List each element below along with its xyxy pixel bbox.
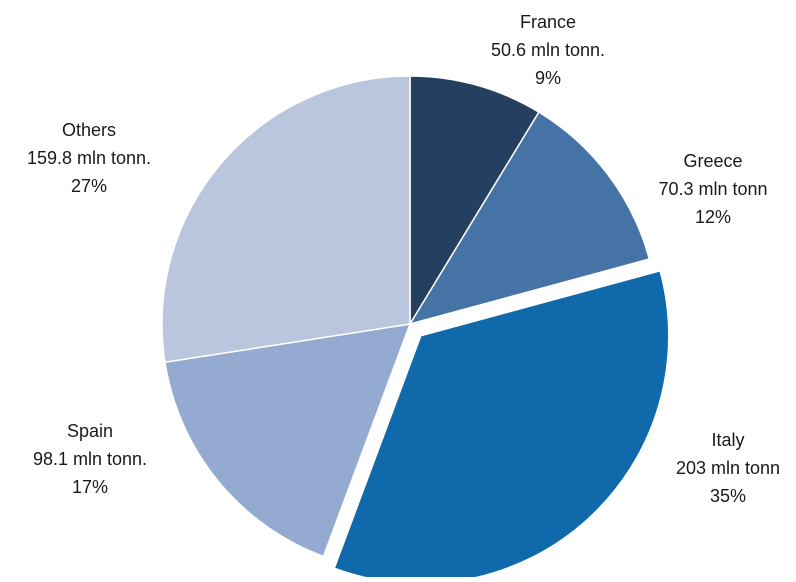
label-france-percent: 9% <box>535 68 561 88</box>
pie-labels: France 50.6 mln tonn. 9% Greece 70.3 mln… <box>27 12 780 506</box>
label-spain-value: 98.1 mln tonn. <box>33 449 147 469</box>
label-others-percent: 27% <box>71 176 107 196</box>
pie-slice-france <box>409 75 540 327</box>
label-spain-name: Spain <box>67 421 113 441</box>
label-spain-percent: 17% <box>72 477 108 497</box>
label-others-name: Others <box>62 120 116 140</box>
pie-slices <box>161 75 670 582</box>
pie-slice-italy <box>333 269 670 582</box>
label-italy-name: Italy <box>711 430 744 450</box>
label-france-value: 50.6 mln tonn. <box>491 40 605 60</box>
pie-slice-spain <box>164 323 412 558</box>
label-italy-value: 203 mln tonn <box>676 458 780 478</box>
label-greece-value: 70.3 mln tonn <box>658 179 767 199</box>
label-others-value: 159.8 mln tonn. <box>27 148 151 168</box>
pie-slice-greece <box>408 111 651 326</box>
pie-slice-others <box>161 75 411 364</box>
label-italy-percent: 35% <box>710 486 746 506</box>
label-france-name: France <box>520 12 576 32</box>
label-greece-percent: 12% <box>695 207 731 227</box>
label-greece-name: Greece <box>683 151 742 171</box>
